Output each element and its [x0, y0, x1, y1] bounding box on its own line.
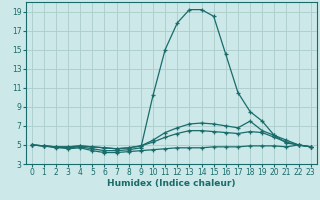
X-axis label: Humidex (Indice chaleur): Humidex (Indice chaleur) — [107, 179, 236, 188]
